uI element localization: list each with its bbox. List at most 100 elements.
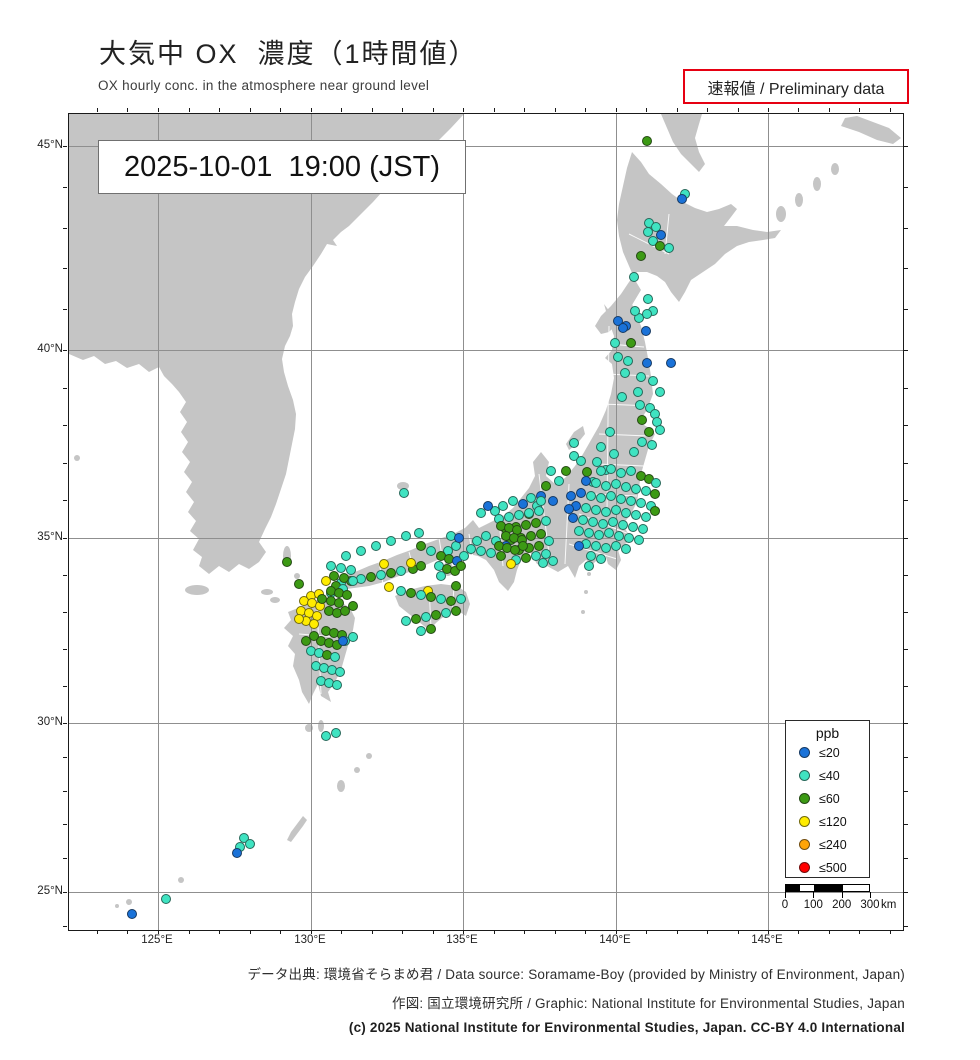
minor-tick-bottom (676, 930, 678, 934)
legend-title: ppb (815, 725, 840, 741)
station-dot (621, 544, 631, 554)
station-dot (386, 536, 396, 546)
legend-swatch (799, 816, 810, 827)
station-dot (538, 558, 548, 568)
station-dot (531, 551, 541, 561)
station-dot (161, 894, 171, 904)
minor-tick-left (63, 186, 67, 188)
station-dot (631, 484, 641, 494)
station-dot (628, 522, 638, 532)
scale-bar-tick (813, 892, 815, 898)
minor-tick-top (859, 108, 861, 112)
minor-tick-top (127, 108, 129, 112)
station-dot (411, 614, 421, 624)
station-dot (641, 512, 651, 522)
station-dot (578, 515, 588, 525)
legend-entry: ≤40 (786, 764, 869, 787)
station-dot (586, 491, 596, 501)
minor-tick-top (616, 108, 617, 112)
minor-tick-left (63, 387, 67, 389)
minor-tick-left (63, 892, 67, 893)
minor-tick-top (828, 108, 830, 112)
station-dot (621, 508, 631, 518)
station-dot (574, 526, 584, 536)
station-dot (655, 387, 665, 397)
minor-tick-right (904, 925, 908, 927)
minor-tick-bottom (280, 930, 282, 934)
station-dot (541, 516, 551, 526)
station-dot (396, 586, 406, 596)
minor-tick-top (249, 108, 251, 112)
station-dot (664, 243, 674, 253)
minor-tick-right (904, 575, 908, 576)
station-dot (596, 442, 606, 452)
minor-tick-top (889, 108, 891, 112)
minor-tick-bottom (188, 930, 190, 934)
station-dot (294, 614, 304, 624)
station-dot (414, 528, 424, 538)
station-dot (629, 447, 639, 457)
lon-tick-label: 135°E (446, 934, 478, 946)
station-dot (621, 482, 631, 492)
station-dot (642, 136, 652, 146)
minor-tick-bottom (127, 930, 129, 934)
station-dot (648, 376, 658, 386)
scale-bar-tick (841, 892, 843, 898)
japan-map-panel: 2025-10-01 19:00 (JST) ppb ≤20 ≤40 ≤60 ≤120… (63, 108, 908, 934)
station-dot (371, 541, 381, 551)
minor-tick-bottom (493, 930, 495, 934)
scale-bar-number: 0 (781, 899, 789, 911)
minor-tick-left (63, 575, 67, 576)
station-dot (644, 427, 654, 437)
station-dot (666, 358, 676, 368)
minor-tick-right (904, 387, 908, 389)
legend-swatch (799, 862, 810, 873)
scale-bar-number: 100 (803, 899, 823, 911)
station-dot (366, 572, 376, 582)
lon-tick-label: 130°E (294, 934, 326, 946)
minor-tick-bottom (371, 930, 373, 934)
station-dot (451, 606, 461, 616)
station-dot (616, 468, 626, 478)
station-dot (396, 566, 406, 576)
station-dot (641, 326, 651, 336)
station-dot (630, 306, 640, 316)
station-dot (335, 667, 345, 677)
station-dot (636, 251, 646, 261)
station-dot (624, 533, 634, 543)
station-dot (459, 551, 469, 561)
station-dot (616, 494, 626, 504)
minor-tick-bottom (737, 930, 739, 934)
station-dot (446, 596, 456, 606)
station-dot (655, 425, 665, 435)
station-dot (626, 496, 636, 506)
station-dot (643, 294, 653, 304)
minor-tick-top (158, 108, 159, 112)
station-dot (456, 594, 466, 604)
minor-tick-left (63, 309, 67, 311)
station-dot (548, 556, 558, 566)
station-dot (566, 491, 576, 501)
scale-bar-number: 200 (832, 899, 852, 911)
minor-tick-bottom (432, 930, 434, 934)
station-dot (650, 506, 660, 516)
legend-rows: ≤20 ≤40 ≤60 ≤120 ≤240 ≤500 (786, 741, 869, 879)
station-dot (340, 606, 350, 616)
station-dot (584, 561, 594, 571)
station-dot (521, 553, 531, 563)
station-dot (294, 579, 304, 589)
minor-tick-top (707, 108, 709, 112)
minor-tick-left (63, 462, 67, 464)
lat-tick-label: 30°N (37, 716, 63, 728)
station-dot (584, 528, 594, 538)
station-dot (636, 372, 646, 382)
station-dot (341, 551, 351, 561)
station-dot (534, 541, 544, 551)
minor-tick-left (63, 425, 67, 427)
minor-tick-left (63, 612, 67, 613)
station-dot (581, 503, 591, 513)
minor-tick-left (63, 500, 67, 502)
minor-tick-bottom (889, 930, 891, 934)
station-dot (309, 631, 319, 641)
station-dot (476, 508, 486, 518)
